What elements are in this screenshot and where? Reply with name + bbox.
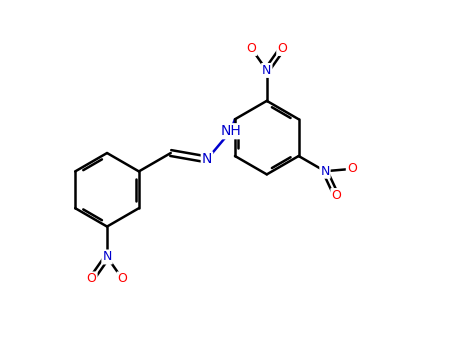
Text: O: O [347, 162, 357, 175]
Text: O: O [117, 272, 127, 286]
Text: O: O [247, 42, 256, 55]
Text: NH: NH [220, 124, 241, 138]
Text: O: O [331, 189, 341, 202]
Text: O: O [277, 42, 287, 55]
Text: O: O [87, 272, 96, 286]
Text: N: N [262, 64, 272, 77]
Text: N: N [320, 165, 330, 178]
Text: N: N [102, 251, 112, 264]
Text: N: N [202, 152, 212, 166]
